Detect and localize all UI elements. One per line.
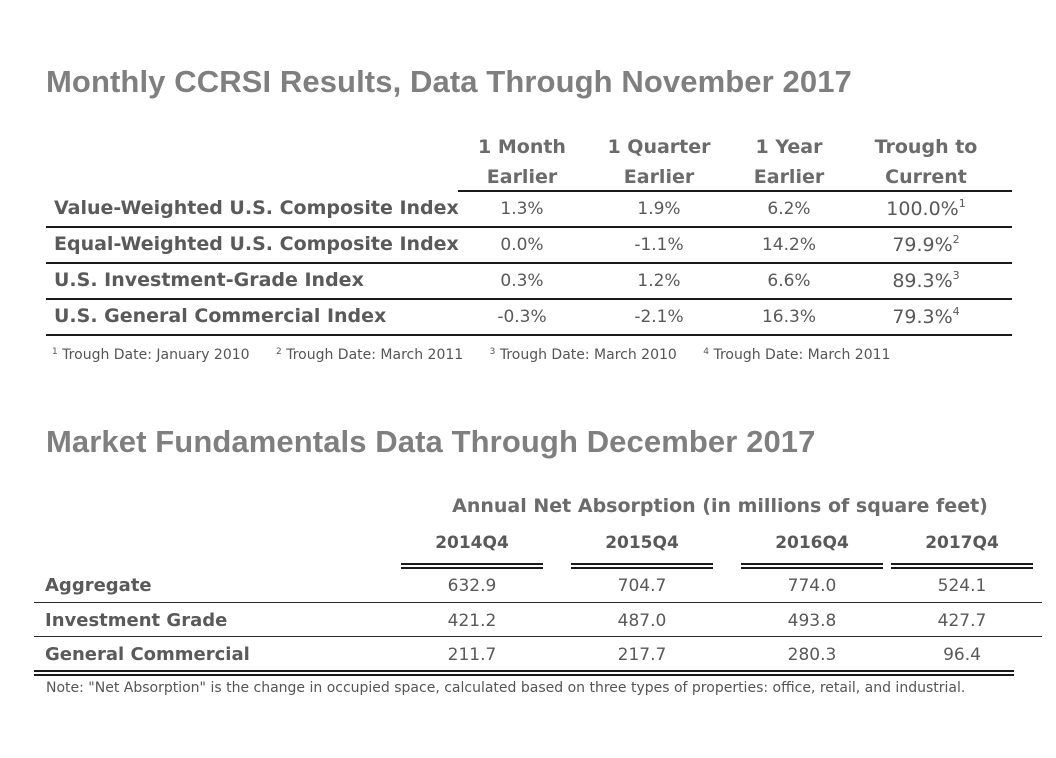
cell-trough: 100.0%1 xyxy=(886,197,966,220)
cell-year: 6.2% xyxy=(767,199,811,219)
cell-quarter: 1.9% xyxy=(637,199,681,219)
footnote: 1 Trough Date: January 2010 xyxy=(52,347,250,363)
cell-year: 14.2% xyxy=(761,235,816,255)
table-row: Aggregate 632.9 704.7 774.0 524.1 xyxy=(34,569,1034,603)
row-label: Equal-Weighted U.S. Composite Index xyxy=(54,233,459,255)
cell-value: 493.8 xyxy=(787,611,837,631)
cell-year: 6.6% xyxy=(767,271,811,291)
footnote: 3 Trough Date: March 2010 xyxy=(489,347,677,363)
footnote: 2 Trough Date: March 2011 xyxy=(276,347,464,363)
cell-trough: 89.3%3 xyxy=(892,269,960,292)
cell-month: 0.3% xyxy=(500,271,544,291)
header-rule xyxy=(891,563,1033,569)
footnote: 4 Trough Date: March 2011 xyxy=(703,347,891,363)
col-1-quarter-header: 1 Quarter Earlier xyxy=(607,136,711,188)
row-divider xyxy=(34,602,1042,603)
ccrsi-header-row: 1 Month Earlier 1 Quarter Earlier 1 Year… xyxy=(458,130,1012,192)
cell-month: -0.3% xyxy=(497,307,547,327)
footnote-mark: 2 xyxy=(952,233,960,246)
cell-value: 704.7 xyxy=(617,576,667,596)
absorption-note: Note: "Net Absorption" is the change in … xyxy=(46,680,966,696)
cell-value: 211.7 xyxy=(447,645,497,665)
row-label: U.S. General Commercial Index xyxy=(54,305,387,327)
cell-quarter: 1.2% xyxy=(637,271,681,291)
cell-value: 217.7 xyxy=(617,645,667,665)
table-row: U.S. Investment-Grade Index 0.3% 1.2% 6.… xyxy=(46,264,1012,300)
ccrsi-footnotes: 1 Trough Date: January 2010 2 Trough Dat… xyxy=(52,347,912,363)
ccrsi-table: 1 Month Earlier 1 Quarter Earlier 1 Year… xyxy=(46,130,1012,336)
cell-value: 280.3 xyxy=(787,645,837,665)
cell-quarter: -1.1% xyxy=(634,235,684,255)
row-divider xyxy=(34,636,1042,637)
period-header: 2017Q4 xyxy=(925,533,999,553)
table-row: U.S. General Commercial Index -0.3% -2.1… xyxy=(46,300,1012,336)
cell-month: 1.3% xyxy=(500,199,544,219)
header-rule xyxy=(401,563,543,569)
col-1-month-header: 1 Month Earlier xyxy=(478,136,566,188)
table-row: Investment Grade 421.2 487.0 493.8 427.7 xyxy=(34,604,1034,638)
row-label: Aggregate xyxy=(45,575,152,596)
cell-value: 632.9 xyxy=(447,576,497,596)
cell-value: 524.1 xyxy=(937,576,987,596)
period-header: 2015Q4 xyxy=(605,533,679,553)
row-label: Value-Weighted U.S. Composite Index xyxy=(54,197,459,219)
cell-value: 96.4 xyxy=(943,645,981,665)
row-label: U.S. Investment-Grade Index xyxy=(54,269,364,291)
cell-value: 774.0 xyxy=(787,576,837,596)
cell-year: 16.3% xyxy=(761,307,816,327)
row-label: Investment Grade xyxy=(45,610,228,631)
cell-trough: 79.9%2 xyxy=(892,233,960,256)
table-row: Value-Weighted U.S. Composite Index 1.3%… xyxy=(46,192,1012,228)
cell-value: 421.2 xyxy=(447,611,497,631)
table-row: Equal-Weighted U.S. Composite Index 0.0%… xyxy=(46,228,1012,264)
col-trough-header: Trough to Current xyxy=(874,136,978,188)
footnote-mark: 4 xyxy=(952,305,960,318)
footnote-mark: 1 xyxy=(958,197,966,210)
cell-month: 0.0% xyxy=(500,235,544,255)
header-rule xyxy=(571,563,713,569)
cell-value: 427.7 xyxy=(937,611,987,631)
fundamentals-title: Market Fundamentals Data Through Decembe… xyxy=(46,424,816,459)
table-bottom-rule xyxy=(34,670,1014,676)
absorption-subtitle: Annual Net Absorption (in millions of sq… xyxy=(452,495,988,517)
cell-trough: 79.3%4 xyxy=(892,305,960,328)
cell-quarter: -2.1% xyxy=(634,307,684,327)
footnote-mark: 3 xyxy=(952,269,960,282)
table-row: General Commercial 211.7 217.7 280.3 96.… xyxy=(34,638,1034,672)
row-label: General Commercial xyxy=(45,644,250,665)
col-1-year-header: 1 Year Earlier xyxy=(753,136,825,188)
period-header: 2016Q4 xyxy=(775,533,849,553)
ccrsi-title: Monthly CCRSI Results, Data Through Nove… xyxy=(46,64,852,99)
header-rule xyxy=(741,563,883,569)
period-header: 2014Q4 xyxy=(435,533,509,553)
cell-value: 487.0 xyxy=(617,611,667,631)
